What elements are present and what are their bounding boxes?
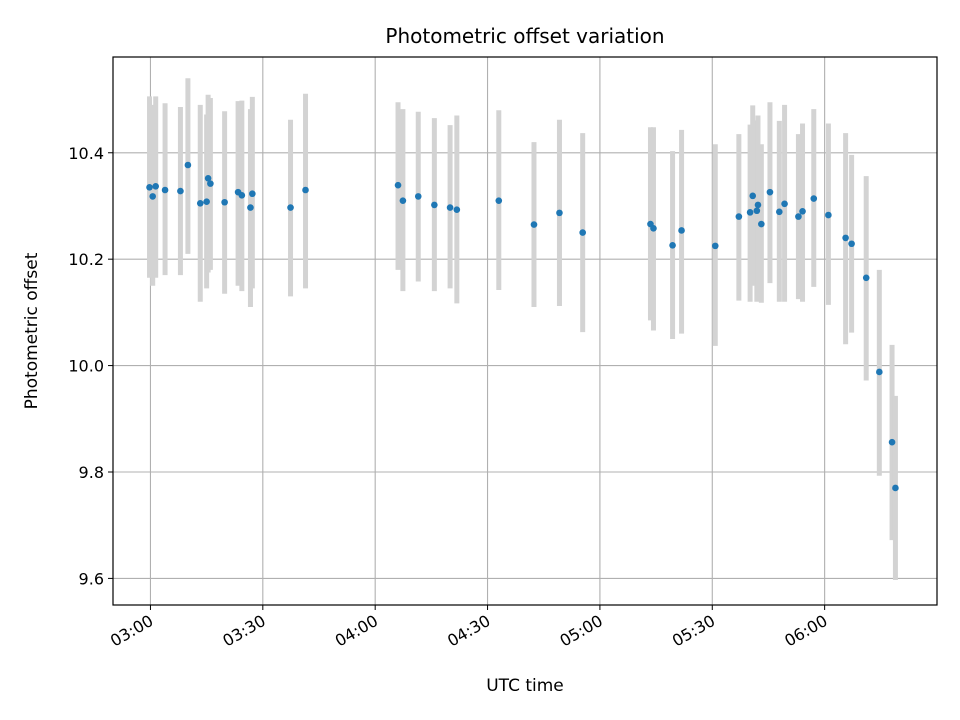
data-point <box>753 207 761 215</box>
data-point <box>799 207 806 215</box>
data-point <box>207 180 214 187</box>
error-bars <box>147 78 898 580</box>
data-point <box>394 181 402 189</box>
data-point <box>431 201 438 209</box>
data-point <box>446 204 454 211</box>
data-point <box>302 186 309 194</box>
data-points <box>146 161 899 492</box>
data-point <box>152 182 159 190</box>
data-point <box>453 206 461 213</box>
data-point <box>579 229 586 236</box>
data-point <box>221 198 228 206</box>
data-point <box>746 209 754 216</box>
y-tick-label: 10.0 <box>68 357 104 376</box>
x-tick-label: 05:00 <box>556 611 605 651</box>
data-point <box>204 175 212 182</box>
data-point <box>678 227 685 234</box>
data-point <box>414 193 422 200</box>
data-point <box>149 193 157 200</box>
data-point <box>650 225 657 232</box>
chart-title: Photometric offset variation <box>385 24 664 48</box>
data-point <box>848 240 855 248</box>
data-point <box>758 220 765 228</box>
data-point <box>862 274 870 282</box>
data-point <box>556 209 563 217</box>
x-axis-ticks: 03:00 03:30 04:00 04:30 05:00 05:30 06:00 <box>107 605 831 651</box>
data-point <box>495 197 503 204</box>
data-point <box>249 190 256 198</box>
data-point <box>735 213 743 220</box>
y-tick-label: 9.8 <box>79 463 104 482</box>
data-point <box>399 197 407 204</box>
x-tick-label: 03:30 <box>219 611 268 651</box>
data-point <box>842 234 849 242</box>
data-point <box>810 195 818 202</box>
data-point <box>669 242 676 249</box>
x-tick-label: 04:30 <box>444 611 493 651</box>
y-tick-label: 10.2 <box>68 250 104 269</box>
data-point <box>711 242 719 250</box>
x-tick-label: 03:00 <box>107 611 156 651</box>
data-point <box>203 198 210 206</box>
y-axis-ticks: 9.6 9.8 10.0 10.2 10.4 <box>68 144 113 588</box>
y-tick-label: 9.6 <box>79 569 104 588</box>
data-point <box>892 484 899 492</box>
data-point <box>749 192 757 200</box>
data-point <box>766 188 774 196</box>
data-point <box>776 208 783 216</box>
data-point <box>287 204 294 211</box>
data-point <box>196 200 204 207</box>
data-point <box>876 368 883 376</box>
data-point <box>146 184 153 191</box>
data-point <box>754 201 762 209</box>
data-point <box>781 200 788 208</box>
data-point <box>888 438 896 446</box>
x-axis-title: UTC time <box>486 676 564 696</box>
x-tick-label: 06:00 <box>781 611 830 651</box>
x-tick-label: 05:30 <box>669 611 718 651</box>
y-axis-title: Photometric offset <box>22 252 42 409</box>
data-point <box>177 187 184 195</box>
data-point <box>161 186 169 194</box>
y-tick-label: 10.4 <box>68 144 104 163</box>
data-point <box>184 161 192 169</box>
data-point <box>795 213 802 220</box>
x-tick-label: 04:00 <box>332 611 381 651</box>
data-point <box>238 192 246 199</box>
data-point <box>530 221 538 228</box>
data-point <box>247 204 254 211</box>
plot-frame <box>112 56 938 606</box>
data-point <box>825 211 832 219</box>
